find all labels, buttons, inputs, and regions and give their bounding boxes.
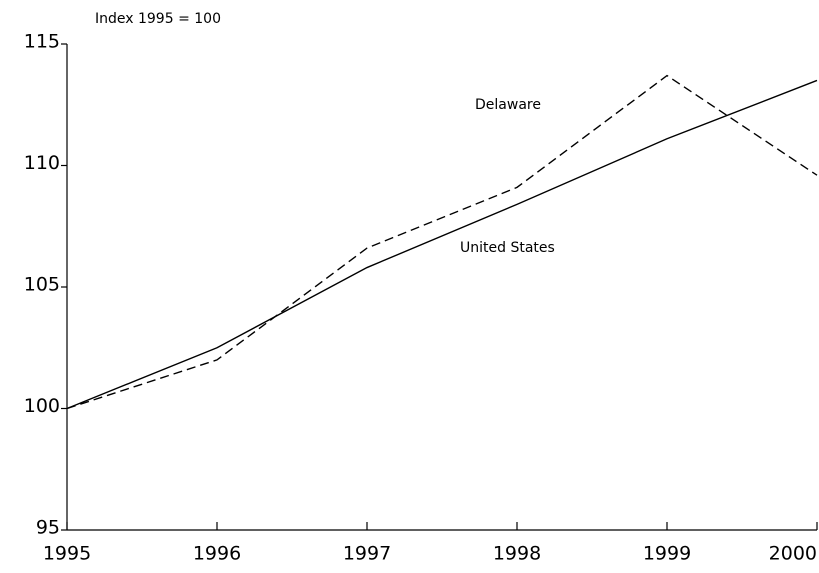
y-tick-label: 110 (24, 152, 60, 174)
x-tick-label: 1997 (343, 543, 391, 565)
y-tick-label: 100 (24, 395, 60, 417)
x-tick-label: 1999 (643, 543, 691, 565)
y-tick-label: 115 (24, 31, 60, 53)
chart-subtitle: Index 1995 = 100 (95, 11, 221, 27)
line-series (66, 74, 818, 410)
x-tick-label: 1995 (43, 543, 91, 565)
x-tick-label: 1998 (493, 543, 541, 565)
line-series (66, 79, 818, 410)
series-label: Delaware (475, 97, 541, 113)
x-tick-label: 2000 (769, 543, 817, 565)
x-tick-label: 1996 (193, 543, 241, 565)
y-tick-label: 105 (24, 274, 60, 296)
series-label: United States (460, 240, 555, 256)
y-tick-label: 95 (36, 517, 60, 539)
